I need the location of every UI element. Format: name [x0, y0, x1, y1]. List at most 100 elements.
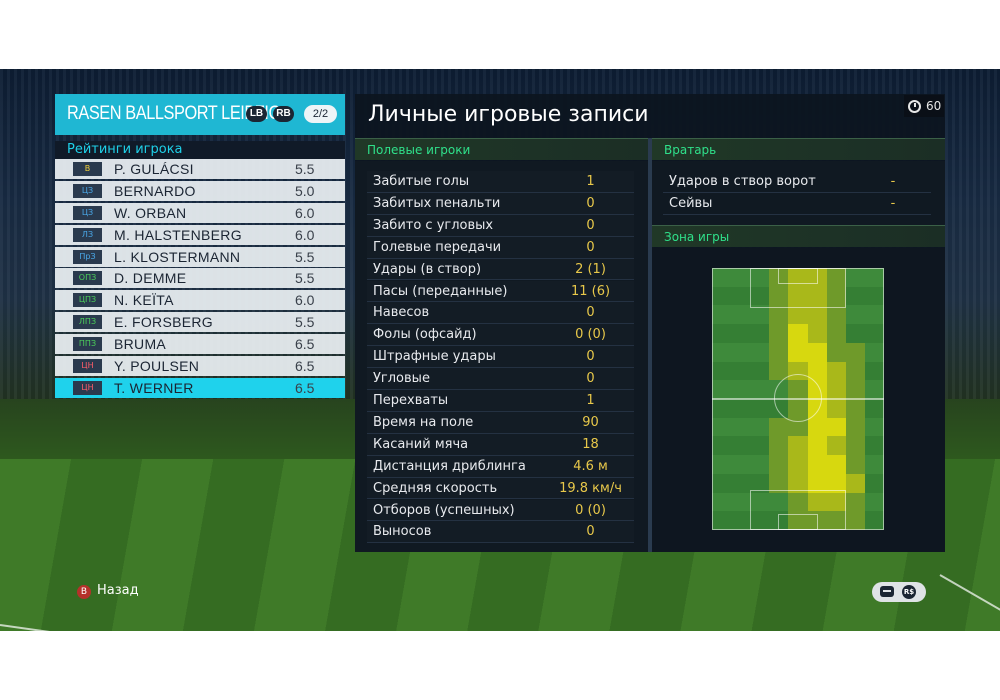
stat-value: 0 [586, 239, 595, 255]
back-label[interactable]: Назад [97, 583, 139, 598]
player-row[interactable]: ЦПЗ N. KEÏTA 6.0 [55, 290, 345, 311]
heatmap-cell [864, 361, 885, 381]
player-rating: 5.5 [295, 270, 315, 287]
player-name: E. FORSBERG [114, 314, 213, 331]
stat-row: Касаний мяча 18 [367, 434, 634, 456]
heatmap-cell [788, 473, 809, 494]
heatmap-cell [826, 455, 847, 475]
stat-row: Фолы (офсайд) 0 (0) [367, 324, 634, 347]
heatmap-cell [750, 324, 770, 344]
stat-value: 4.6 м [573, 458, 608, 474]
gk-stat-row: Ударов в створ ворот - [663, 171, 931, 193]
stat-value: 0 [586, 349, 595, 365]
stat-label: Удары (в створ) [373, 261, 482, 277]
player-rating: 6.5 [295, 358, 315, 375]
stat-row: Штрафные удары 0 [367, 346, 634, 369]
heatmap-cell [864, 268, 885, 288]
heatmap-cell [712, 286, 732, 306]
heatmap-cell [769, 511, 789, 531]
heatmap-cell [788, 436, 809, 456]
heatmap-cell [864, 473, 885, 494]
player-row[interactable]: ЦЗ BERNARDO 5.0 [55, 180, 345, 201]
stat-value: 0 (0) [575, 502, 606, 518]
heatmap-cell [807, 305, 828, 325]
heatmap-cell [731, 473, 751, 494]
heatmap-cell [845, 417, 866, 437]
player-name: N. KEÏTA [114, 292, 174, 309]
player-row[interactable]: ЦЗ W. ORBAN 6.0 [55, 202, 345, 223]
position-badge: ЛПЗ [73, 315, 102, 330]
player-row[interactable]: ППЗ BRUMA 6.5 [55, 334, 345, 355]
stat-value: - [890, 174, 896, 189]
player-rating: 6.5 [295, 336, 315, 353]
player-row[interactable]: ОПЗ D. DEMME 5.5 [55, 268, 345, 289]
heatmap-cell [845, 286, 866, 306]
heatmap-cell [807, 417, 828, 437]
heatmap-cell [845, 380, 866, 400]
heatmap-cell [788, 305, 809, 325]
position-badge: ЦПЗ [73, 293, 102, 308]
stat-label: Касаний мяча [373, 436, 469, 452]
player-rating: 5.5 [295, 314, 315, 331]
pitch-marking [778, 514, 818, 530]
player-row[interactable]: ЛПЗ E. FORSBERG 5.5 [55, 312, 345, 333]
heatmap-cell [731, 492, 751, 512]
player-row[interactable]: В P. GULÁCSI 5.5 [55, 159, 345, 179]
chat-icon[interactable] [880, 586, 894, 597]
stat-row: Выносов 0 [367, 521, 634, 544]
player-rating: 6.0 [295, 204, 315, 221]
stat-value: 90 [582, 414, 599, 430]
heatmap-cell [788, 511, 809, 531]
heatmap-cell [712, 361, 732, 381]
heatmap-cell [788, 286, 809, 306]
stat-value: 1 [586, 393, 595, 408]
heatmap-cell [712, 305, 732, 325]
player-row[interactable]: ЛЗ M. HALSTENBERG 6.0 [55, 224, 345, 245]
heatmap-cell [731, 324, 751, 344]
stat-row: Пасы (переданные) 11 (6) [367, 281, 634, 303]
heatmap-cell [807, 455, 828, 475]
heatmap-cell [731, 268, 751, 288]
footer-actions[interactable]: R$ [872, 582, 926, 602]
heatmap-cell [807, 492, 828, 512]
heatmap-cell [864, 417, 885, 437]
heatmap-cell [750, 473, 770, 494]
center-circle [774, 374, 822, 422]
heatmap-cell [826, 286, 847, 306]
heatmap-cell [731, 399, 751, 419]
stat-value: 0 [586, 195, 595, 211]
stat-label: Время на поле [373, 414, 474, 430]
heatmap-cell [845, 436, 866, 456]
play-zone-header: Зона игры [652, 225, 945, 247]
heatmap-cell [769, 361, 789, 381]
stat-value: 1 [586, 174, 595, 189]
heatmap-cell [788, 417, 809, 437]
b-button-icon[interactable]: B [77, 585, 91, 599]
stat-label: Угловые [373, 371, 430, 387]
heatmap-cell [864, 455, 885, 475]
heatmap-cell [845, 268, 866, 288]
stat-value: 2 (1) [575, 261, 606, 277]
heatmap-cell [864, 399, 885, 419]
lb-button[interactable]: LB [246, 106, 267, 122]
player-row[interactable]: ЦН Y. POULSEN 6.5 [55, 356, 345, 377]
player-row[interactable]: ЦН T. WERNER 6.5 [55, 377, 345, 398]
position-badge: ЦЗ [73, 205, 102, 220]
player-name: BERNARDO [114, 182, 196, 199]
page-indicator: 2/2 [304, 105, 337, 123]
heatmap-cell [864, 305, 885, 325]
heatmap-cell [845, 342, 866, 363]
heatmap-cell [712, 399, 732, 419]
timer: 60 [904, 95, 944, 117]
position-badge: ПрЗ [73, 249, 102, 264]
heatmap-cell [788, 268, 809, 288]
stat-label: Пасы (переданные) [373, 283, 508, 299]
stat-value: 0 [586, 371, 595, 387]
heatmap-cell [731, 455, 751, 475]
heatmap-cell [826, 305, 847, 325]
rb-button[interactable]: RB [273, 106, 294, 122]
heatmap-cell [750, 342, 770, 363]
goalkeeper-header: Вратарь [652, 138, 945, 160]
rs-button-icon[interactable]: R$ [902, 585, 916, 599]
player-row[interactable]: ПрЗ L. KLOSTERMANN 5.5 [55, 246, 345, 267]
